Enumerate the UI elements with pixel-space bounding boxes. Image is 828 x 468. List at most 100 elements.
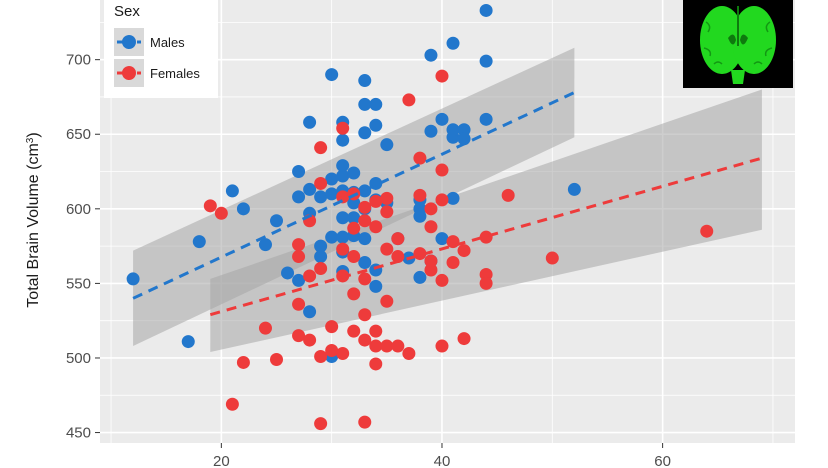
data-point-females [203, 199, 217, 213]
data-point-females [391, 232, 405, 246]
data-point-females [358, 272, 372, 286]
data-point-males [369, 97, 383, 111]
data-points [126, 3, 714, 431]
y-axis-title-close: ) [25, 132, 42, 137]
x-tick-label: 60 [654, 453, 671, 468]
data-point-females [446, 256, 460, 270]
data-point-males [314, 190, 328, 204]
data-point-females [457, 244, 471, 258]
y-tick-label: 650 [66, 126, 91, 143]
data-point-females [479, 267, 493, 281]
data-point-males [479, 112, 493, 126]
data-point-females [292, 250, 306, 264]
data-point-females [424, 263, 438, 277]
data-point-males [236, 202, 250, 216]
data-point-females [380, 339, 394, 353]
data-point-males [347, 211, 361, 225]
data-point-females [236, 355, 250, 369]
data-point-females [336, 190, 350, 204]
data-point-females [303, 269, 317, 283]
data-point-males [380, 138, 394, 152]
data-point-females [391, 339, 405, 353]
data-point-males [413, 270, 427, 284]
brain-ventricle-right [740, 34, 748, 45]
regression-line-males [132, 91, 575, 300]
data-point-females [391, 250, 405, 264]
data-point-females [347, 287, 361, 301]
confidence-band-females [210, 89, 762, 353]
data-point-females [270, 352, 284, 366]
data-point-females [380, 205, 394, 219]
data-point-males [424, 48, 438, 62]
data-point-males [314, 250, 328, 264]
brain-stem [731, 70, 745, 84]
data-point-males [336, 133, 350, 147]
data-point-females [258, 321, 272, 335]
axes: 450 500 550 600 650 700 20 40 60 [66, 52, 671, 468]
data-point-females [292, 329, 306, 343]
data-point-males [446, 191, 460, 205]
y-tick-label: 550 [66, 275, 91, 292]
data-point-males [303, 115, 317, 129]
data-point-males [435, 232, 449, 246]
data-point-females [369, 194, 383, 208]
data-point-males [435, 112, 449, 126]
brain-mri-inset-image [683, 0, 793, 88]
data-point-males [126, 272, 140, 286]
data-point-females [314, 349, 328, 363]
data-point-females [336, 121, 350, 135]
data-point-females [214, 206, 228, 220]
data-point-females [314, 261, 328, 275]
data-point-females [314, 176, 328, 190]
data-point-males [181, 335, 195, 349]
legend-key-females [114, 59, 144, 87]
data-point-females [435, 273, 449, 287]
y-axis-title-main: Total Brain Volume (cm [25, 143, 42, 308]
brain-right-hemisphere [732, 6, 776, 74]
data-point-females [369, 324, 383, 338]
data-point-females [225, 397, 239, 411]
data-point-males [292, 273, 306, 287]
data-point-females [700, 224, 714, 238]
y-tick-label: 600 [66, 201, 91, 218]
data-point-males [281, 266, 295, 280]
data-point-females [314, 417, 328, 431]
data-point-females [314, 141, 328, 155]
data-point-females [358, 200, 372, 214]
data-point-females [501, 188, 515, 202]
data-point-females [380, 242, 394, 256]
data-point-females [402, 93, 416, 107]
legend-key-females-dot [122, 66, 136, 80]
data-point-females [424, 202, 438, 216]
data-point-females [435, 69, 449, 83]
data-point-males [314, 239, 328, 253]
data-point-females [457, 332, 471, 346]
data-point-females [413, 188, 427, 202]
data-point-males [292, 190, 306, 204]
data-point-females [380, 294, 394, 308]
data-point-females [435, 339, 449, 353]
regression-line-females [209, 156, 763, 317]
data-point-females [358, 308, 372, 322]
y-tick-label: 500 [66, 350, 91, 367]
data-point-males [479, 54, 493, 68]
data-point-males [358, 126, 372, 140]
brain-sulci-left [703, 21, 723, 65]
data-point-females [479, 230, 493, 244]
data-point-males [270, 214, 284, 228]
data-point-females [336, 242, 350, 256]
data-point-females [358, 415, 372, 429]
data-point-males [325, 187, 339, 201]
x-tick-label: 40 [434, 453, 451, 468]
data-point-males [192, 235, 206, 249]
legend-key-males [114, 28, 144, 56]
y-tick-label: 450 [66, 425, 91, 442]
data-point-males [325, 230, 339, 244]
data-point-males [358, 74, 372, 88]
data-point-females [369, 339, 383, 353]
data-point-males [325, 172, 339, 186]
data-point-females [303, 333, 317, 347]
data-point-females [424, 220, 438, 234]
data-point-females [545, 251, 559, 265]
